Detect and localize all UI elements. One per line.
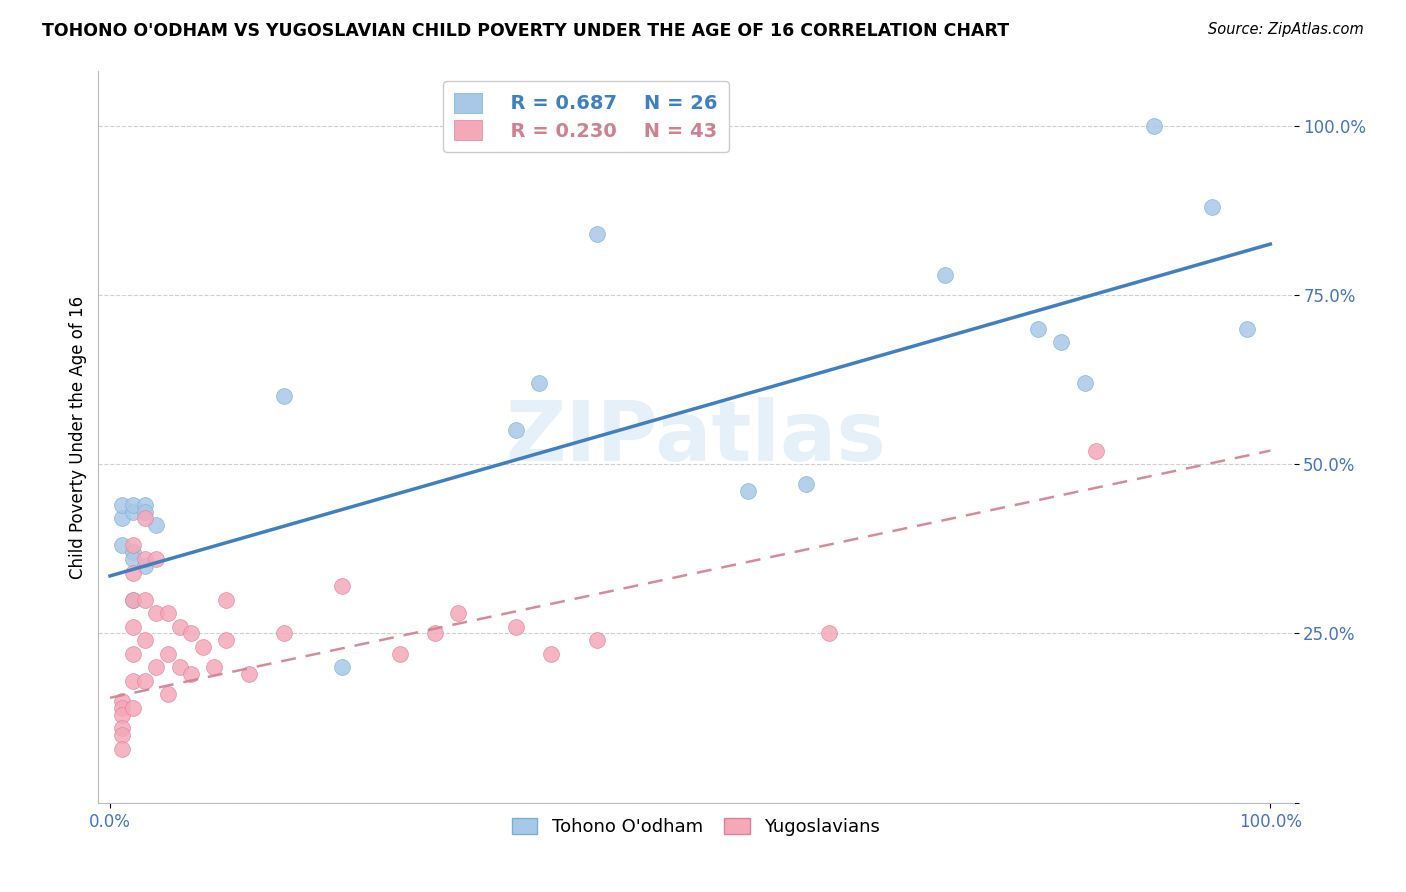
Point [122, 701, 145, 715]
Point [423, 626, 446, 640]
Point [122, 620, 145, 634]
Point [157, 606, 180, 620]
Point [215, 592, 238, 607]
Point [134, 552, 156, 566]
Point [238, 667, 260, 681]
Point [586, 227, 609, 241]
Point [111, 694, 134, 708]
Point [122, 647, 145, 661]
Point [145, 518, 167, 533]
Point [122, 592, 145, 607]
Point [273, 389, 295, 403]
Point [1050, 335, 1073, 350]
Point [169, 660, 191, 674]
Text: ZIPatlas: ZIPatlas [506, 397, 886, 477]
Point [134, 511, 156, 525]
Point [1026, 322, 1049, 336]
Point [134, 505, 156, 519]
Point [191, 640, 214, 654]
Point [145, 552, 167, 566]
Text: TOHONO O'ODHAM VS YUGOSLAVIAN CHILD POVERTY UNDER THE AGE OF 16 CORRELATION CHAR: TOHONO O'ODHAM VS YUGOSLAVIAN CHILD POVE… [42, 22, 1010, 40]
Point [134, 633, 156, 648]
Point [157, 688, 180, 702]
Point [934, 268, 956, 282]
Point [111, 721, 134, 735]
Point [122, 545, 145, 559]
Point [1073, 376, 1095, 390]
Point [505, 620, 527, 634]
Point [111, 538, 134, 552]
Point [330, 660, 353, 674]
Point [540, 647, 562, 661]
Point [122, 673, 145, 688]
Point [1085, 443, 1108, 458]
Point [111, 707, 134, 722]
Point [330, 579, 353, 593]
Point [447, 606, 470, 620]
Point [122, 505, 145, 519]
Point [134, 498, 156, 512]
Point [529, 376, 551, 390]
Point [794, 477, 817, 491]
Point [111, 498, 134, 512]
Point [122, 566, 145, 580]
Point [1201, 200, 1223, 214]
Point [1143, 119, 1166, 133]
Point [134, 592, 156, 607]
Point [389, 647, 412, 661]
Point [215, 633, 238, 648]
Legend: Tohono O'odham, Yugoslavians: Tohono O'odham, Yugoslavians [503, 809, 889, 845]
Point [111, 701, 134, 715]
Point [122, 538, 145, 552]
Point [134, 673, 156, 688]
Point [273, 626, 295, 640]
Point [145, 606, 167, 620]
Point [122, 592, 145, 607]
Y-axis label: Child Poverty Under the Age of 16: Child Poverty Under the Age of 16 [69, 295, 87, 579]
Point [737, 484, 759, 499]
Point [204, 660, 226, 674]
Point [1236, 322, 1258, 336]
Point [818, 626, 841, 640]
Point [157, 647, 180, 661]
Point [111, 741, 134, 756]
Text: Source: ZipAtlas.com: Source: ZipAtlas.com [1208, 22, 1364, 37]
Point [122, 498, 145, 512]
Point [122, 552, 145, 566]
Point [111, 728, 134, 742]
Point [111, 511, 134, 525]
Point [180, 667, 202, 681]
Point [145, 660, 167, 674]
Point [586, 633, 609, 648]
Point [180, 626, 202, 640]
Point [169, 620, 191, 634]
Point [505, 423, 527, 437]
Point [134, 558, 156, 573]
